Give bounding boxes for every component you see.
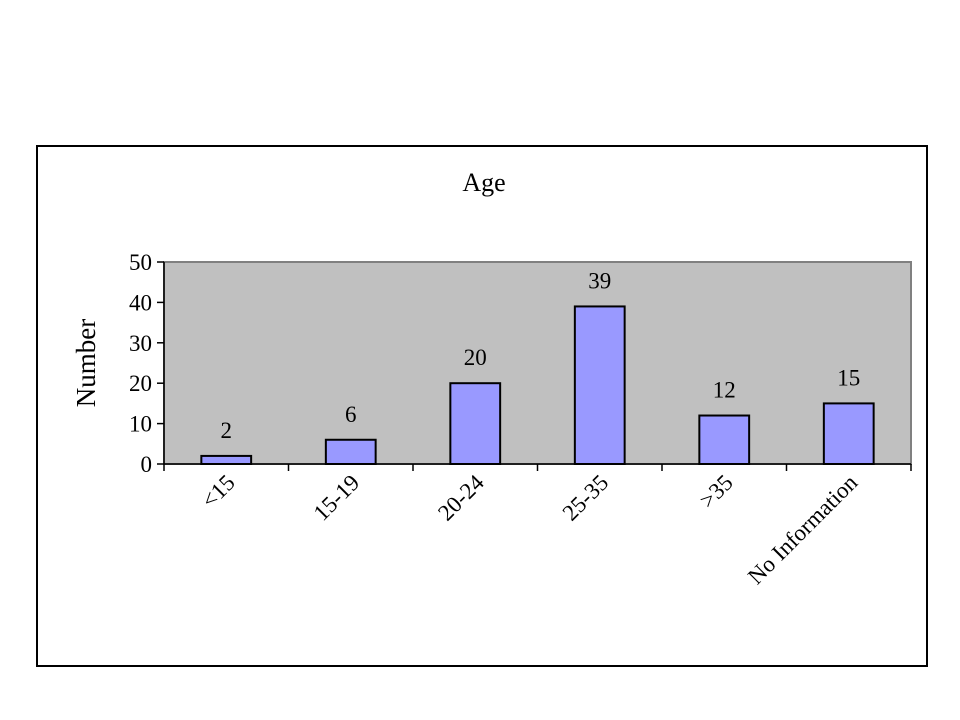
y-axis-label: Number xyxy=(71,319,101,407)
plot-area xyxy=(163,261,912,465)
y-tick-label: 40 xyxy=(129,290,152,315)
y-tick-label: 10 xyxy=(129,412,152,437)
bar xyxy=(573,305,626,465)
category-label: <15 xyxy=(197,470,240,513)
category-label: 15-19 xyxy=(309,470,365,526)
y-tick-label: 30 xyxy=(129,331,152,356)
category-label: No Information xyxy=(743,470,863,590)
chart-title: Age xyxy=(462,168,505,197)
bar xyxy=(822,402,875,465)
category-label: 25-35 xyxy=(558,470,614,526)
data-label: 2 xyxy=(221,418,233,443)
y-tick-label: 0 xyxy=(141,452,153,477)
bars xyxy=(200,305,875,466)
bar xyxy=(324,438,377,466)
bar xyxy=(200,454,253,466)
category-label: 20-24 xyxy=(433,470,489,526)
x-axis xyxy=(163,463,912,471)
data-label: 15 xyxy=(837,365,860,390)
data-label: 12 xyxy=(713,378,736,403)
category-label: >35 xyxy=(695,470,738,513)
data-labels: 2 6 20 39 12 15 xyxy=(221,268,861,442)
data-label: 20 xyxy=(464,345,487,370)
y-tick-label: 20 xyxy=(129,371,152,396)
y-axis: 0 10 20 30 40 50 xyxy=(129,250,165,477)
category-labels: <15 15-19 20-24 25-35 >35 No Information xyxy=(197,470,863,590)
bar xyxy=(698,414,751,465)
data-label: 6 xyxy=(345,402,357,427)
data-label: 39 xyxy=(588,268,611,293)
y-tick-label: 50 xyxy=(129,250,152,275)
bar xyxy=(449,382,502,466)
